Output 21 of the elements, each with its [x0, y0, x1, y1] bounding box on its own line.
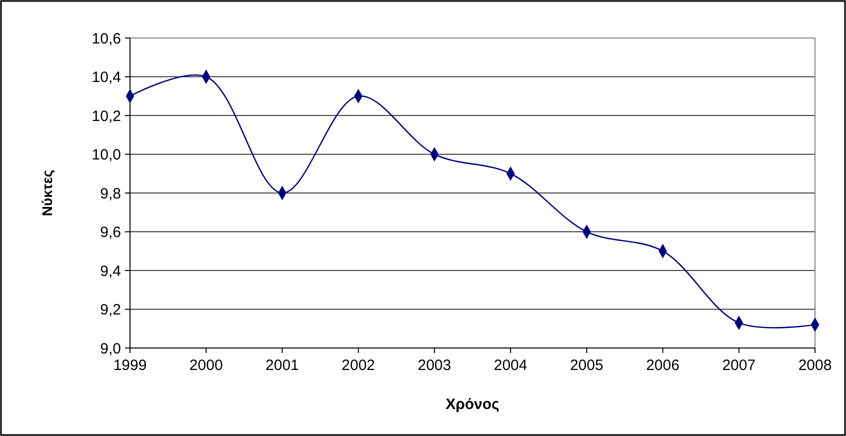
y-tick-label: 10,4: [92, 69, 121, 86]
y-tick-label: 9,0: [100, 340, 121, 358]
y-tick-label: 10,6: [92, 30, 121, 48]
x-tick-label: 2001: [266, 357, 299, 374]
x-axis-title: Χρόνος: [446, 396, 500, 413]
x-tick-label: 2003: [418, 357, 452, 374]
y-tick-label: 9,4: [100, 262, 121, 280]
x-tick-label: 2002: [342, 357, 376, 374]
y-axis-title: Νύκτες: [39, 170, 55, 216]
x-tick-label: 2004: [494, 357, 528, 374]
x-tick-label: 1999: [113, 357, 147, 374]
x-tick-label: 2007: [722, 357, 756, 374]
y-tick-label: 9,6: [100, 224, 121, 241]
x-tick-label: 2006: [646, 357, 680, 374]
x-tick-label: 2005: [570, 357, 604, 374]
y-tick-label: 9,8: [100, 185, 121, 202]
x-tick-label: 2008: [798, 357, 832, 374]
y-tick-label: 10,0: [92, 146, 121, 164]
y-tick-label: 9,2: [100, 302, 121, 318]
x-tick-label: 2000: [189, 357, 223, 374]
y-tick-label: 10,2: [92, 108, 121, 125]
